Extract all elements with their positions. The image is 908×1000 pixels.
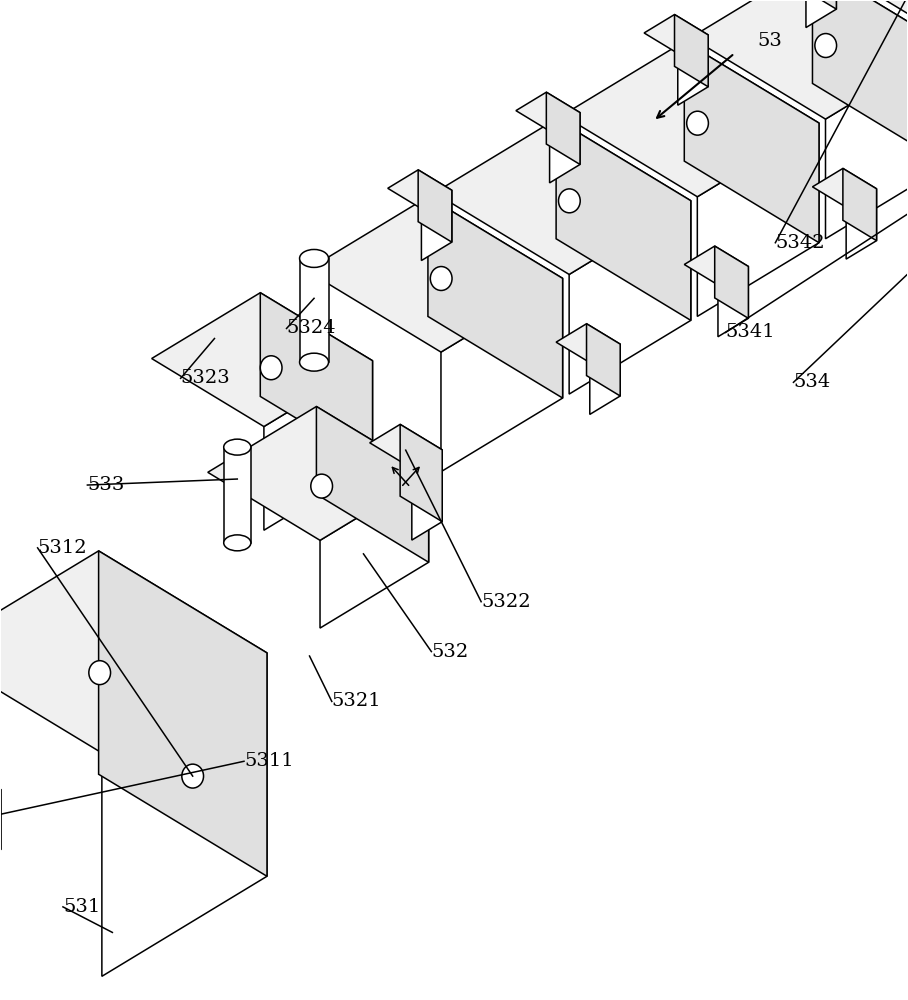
Circle shape [814,34,836,57]
Text: 534: 534 [794,373,831,391]
Polygon shape [803,0,836,9]
Polygon shape [563,41,819,197]
Text: 5323: 5323 [181,369,231,387]
Ellipse shape [300,353,329,371]
Circle shape [89,661,111,685]
Polygon shape [685,41,819,243]
Polygon shape [264,361,372,530]
Circle shape [311,474,332,498]
Polygon shape [434,119,691,274]
Polygon shape [441,278,563,472]
Polygon shape [806,0,836,28]
Polygon shape [556,324,620,363]
Text: 533: 533 [87,476,124,494]
Text: 532: 532 [431,643,469,661]
Polygon shape [300,258,329,362]
Text: 531: 531 [63,898,100,916]
Polygon shape [549,113,580,183]
Circle shape [182,764,203,788]
Polygon shape [428,197,563,398]
Polygon shape [675,15,708,87]
Polygon shape [677,35,708,105]
Polygon shape [691,0,908,119]
Polygon shape [320,475,429,628]
Polygon shape [208,407,429,540]
Polygon shape [590,344,620,414]
Polygon shape [306,197,563,352]
Polygon shape [547,92,580,164]
Text: 53: 53 [757,32,782,50]
Polygon shape [556,119,691,320]
Polygon shape [819,0,908,41]
Polygon shape [516,92,580,131]
Polygon shape [0,551,267,753]
Ellipse shape [300,249,329,267]
Circle shape [686,111,708,135]
Polygon shape [715,246,748,318]
Text: 5311: 5311 [244,752,293,770]
Polygon shape [370,424,442,468]
Text: 5322: 5322 [481,593,531,611]
Text: 5324: 5324 [287,319,336,337]
Circle shape [430,267,452,290]
Polygon shape [718,266,748,337]
Polygon shape [421,190,452,261]
Polygon shape [316,407,429,562]
Ellipse shape [223,535,251,551]
Polygon shape [825,45,908,239]
Polygon shape [846,189,876,259]
Polygon shape [99,551,267,876]
Polygon shape [412,450,442,540]
Polygon shape [400,424,442,522]
Text: 5321: 5321 [331,692,381,710]
Ellipse shape [223,439,251,455]
Polygon shape [843,168,876,241]
Text: 5312: 5312 [37,539,87,557]
Polygon shape [261,293,372,464]
Polygon shape [419,170,452,242]
Polygon shape [685,246,748,285]
Polygon shape [587,324,620,396]
Polygon shape [223,447,251,543]
Polygon shape [569,201,691,394]
Polygon shape [388,170,452,209]
Text: 5341: 5341 [725,323,775,341]
Polygon shape [644,15,708,53]
Polygon shape [697,123,819,316]
Polygon shape [102,653,267,976]
Text: 5342: 5342 [775,234,825,252]
Polygon shape [813,0,908,165]
Circle shape [558,189,580,213]
Polygon shape [152,293,372,427]
Polygon shape [813,168,876,207]
Circle shape [261,356,282,380]
